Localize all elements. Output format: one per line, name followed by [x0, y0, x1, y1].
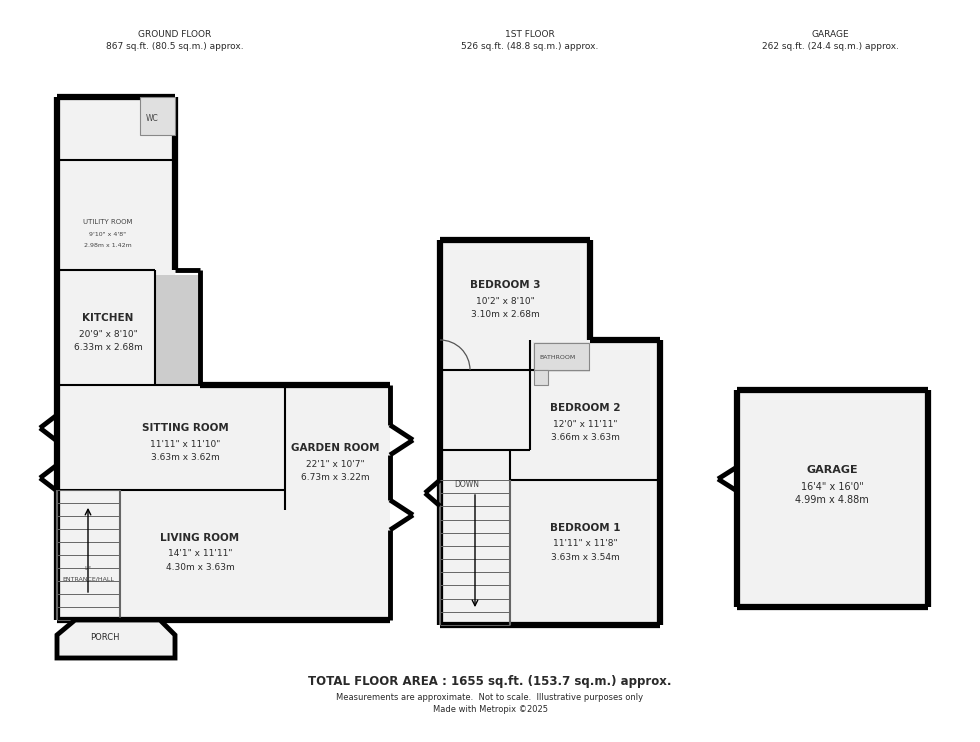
Text: 11'11" x 11'8": 11'11" x 11'8" — [553, 539, 617, 548]
Text: 9'10" x 4'8": 9'10" x 4'8" — [89, 232, 126, 237]
Polygon shape — [57, 620, 175, 658]
Text: 6.73m x 3.22m: 6.73m x 3.22m — [301, 473, 369, 482]
Text: GARAGE
262 sq.ft. (24.4 sq.m.) approx.: GARAGE 262 sq.ft. (24.4 sq.m.) approx. — [761, 30, 899, 50]
Text: BATHROOM: BATHROOM — [540, 355, 576, 360]
Polygon shape — [57, 620, 175, 658]
Bar — [533, 342, 590, 372]
Bar — [57, 97, 175, 490]
Text: 4.30m x 3.63m: 4.30m x 3.63m — [166, 562, 234, 571]
Text: BEDROOM 3: BEDROOM 3 — [469, 280, 540, 290]
Text: 10'2" x 8'10": 10'2" x 8'10" — [475, 297, 534, 306]
Text: KITCHEN: KITCHEN — [82, 313, 133, 323]
Text: 3.10m x 2.68m: 3.10m x 2.68m — [470, 309, 539, 318]
Text: ENTRANCE/HALL: ENTRANCE/HALL — [62, 577, 114, 582]
Text: LF: LF — [84, 565, 91, 571]
Text: 4.99m x 4.88m: 4.99m x 4.88m — [795, 495, 869, 505]
Polygon shape — [534, 370, 548, 385]
Text: LIVING ROOM: LIVING ROOM — [161, 533, 239, 543]
Polygon shape — [140, 97, 175, 135]
Text: TOTAL FLOOR AREA : 1655 sq.ft. (153.7 sq.m.) approx.: TOTAL FLOOR AREA : 1655 sq.ft. (153.7 sq… — [309, 675, 671, 689]
Text: WC: WC — [146, 114, 159, 122]
Text: Measurements are approximate.  Not to scale.  Illustrative purposes only: Measurements are approximate. Not to sca… — [336, 694, 644, 703]
Text: 3.63m x 3.54m: 3.63m x 3.54m — [551, 553, 619, 562]
Polygon shape — [57, 385, 390, 620]
Text: BEDROOM 2: BEDROOM 2 — [550, 403, 620, 413]
Text: 22'1" x 10'7": 22'1" x 10'7" — [306, 459, 365, 468]
Text: 16'4" x 16'0": 16'4" x 16'0" — [801, 482, 863, 492]
Polygon shape — [534, 343, 589, 370]
Text: 1ST FLOOR
526 sq.ft. (48.8 sq.m.) approx.: 1ST FLOOR 526 sq.ft. (48.8 sq.m.) approx… — [462, 30, 599, 50]
Text: 11'11" x 11'10": 11'11" x 11'10" — [150, 439, 220, 448]
Text: BEDROOM 1: BEDROOM 1 — [550, 523, 620, 533]
Text: 20'9" x 8'10": 20'9" x 8'10" — [78, 329, 137, 338]
Text: PORCH: PORCH — [90, 634, 120, 643]
Text: GROUND FLOOR
867 sq.ft. (80.5 sq.m.) approx.: GROUND FLOOR 867 sq.ft. (80.5 sq.m.) app… — [106, 30, 244, 50]
Text: 3.66m x 3.63m: 3.66m x 3.63m — [551, 433, 619, 441]
Text: UTILITY ROOM: UTILITY ROOM — [83, 219, 132, 225]
Text: 12'0" x 11'11": 12'0" x 11'11" — [553, 419, 617, 428]
Text: GARDEN ROOM: GARDEN ROOM — [291, 443, 379, 453]
Bar — [140, 97, 175, 135]
Text: 2.98m x 1.42m: 2.98m x 1.42m — [84, 243, 132, 248]
Text: 3.63m x 3.62m: 3.63m x 3.62m — [151, 453, 220, 462]
Polygon shape — [440, 240, 660, 625]
Text: GARAGE: GARAGE — [807, 465, 858, 475]
Text: Made with Metropix ©2025: Made with Metropix ©2025 — [432, 704, 548, 714]
Text: SITTING ROOM: SITTING ROOM — [142, 423, 228, 433]
Bar — [737, 390, 928, 607]
Text: DOWN: DOWN — [454, 479, 479, 488]
Text: 6.33m x 2.68m: 6.33m x 2.68m — [74, 343, 142, 352]
Bar — [155, 275, 200, 385]
Text: 14'1" x 11'11": 14'1" x 11'11" — [168, 550, 232, 559]
